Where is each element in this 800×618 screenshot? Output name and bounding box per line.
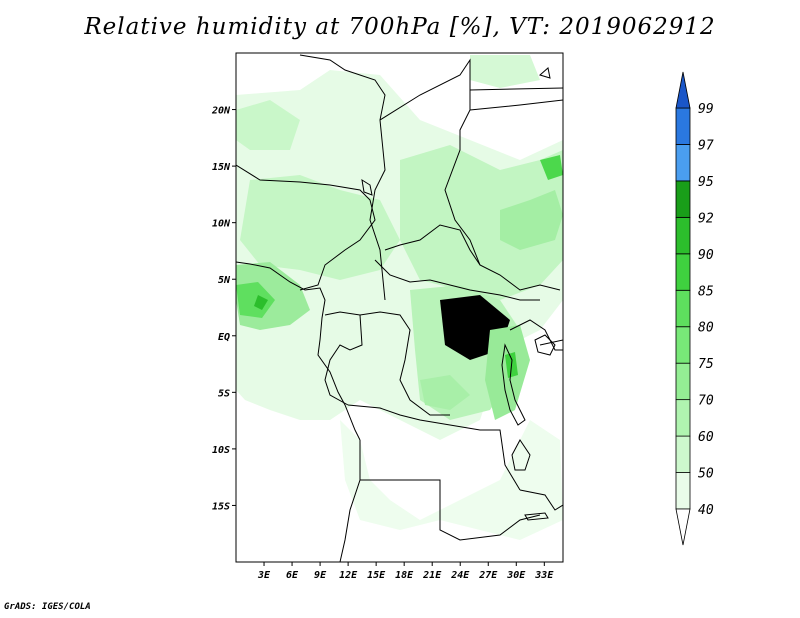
lon-tick-label: 3E [257,570,271,581]
colorbar-level-label: 70 [698,394,714,409]
latitude-axis: 20N 15N 10N 5N EQ 5S 10S 15S [211,106,236,512]
colorbar-box [675,144,691,182]
colorbar-box [675,107,691,145]
colorbar-level-label: 90 [698,248,714,263]
colorbar-box [675,326,691,364]
colorbar-level-label: 97 [698,138,714,153]
lat-tick-label: EQ [218,332,230,343]
colorbar-box [675,216,691,255]
colorbar-level-label: 85 [698,284,714,299]
colorbar-level-label: 99 [698,102,714,117]
colorbar-box [675,289,691,328]
colorbar-level-label: 60 [698,430,714,445]
grads-credit: GrADS: IGES/COLA [4,602,91,612]
lon-tick-label: 24E [450,570,470,581]
colorbar-box [675,362,691,401]
lat-tick-label: 10N [212,219,231,230]
lon-tick-label: 33E [534,570,554,581]
lon-tick-label: 21E [422,570,442,581]
lat-tick-label: 5N [218,275,231,286]
lon-tick-label: 30E [506,570,526,581]
colorbar-box [675,399,691,437]
lat-tick-label: 15S [212,501,230,512]
colorbar-box [675,253,691,291]
lon-tick-label: 15E [367,570,386,581]
colorbar-legend: 40 50 60 70 75 80 85 90 92 95 97 99 [675,71,714,546]
colorbar-low-arrow [675,508,691,546]
colorbar-level-label: 95 [698,175,714,190]
country-boundaries [236,54,563,562]
colorbar-high-arrow [675,71,691,109]
lon-tick-label: 27E [478,570,498,581]
lat-tick-label: 5S [218,388,230,399]
lat-tick-label: 10S [212,445,230,456]
colorbar-box [675,180,691,218]
colorbar-level-label: 80 [698,321,714,336]
colorbar-box [675,435,691,473]
colorbar-level-label: 75 [698,357,714,372]
lon-tick-label: 6E [286,570,299,581]
humidity-field [236,53,563,562]
colorbar-level-label: 92 [698,211,714,226]
colorbar-box [675,472,691,510]
lat-tick-label: 15N [212,162,231,173]
longitude-axis: 3E 6E 9E 12E 15E 18E 21E 24E 27E 30E 33E [257,562,554,581]
lon-tick-label: 18E [395,570,414,581]
colorbar-level-label: 40 [698,503,714,518]
lon-tick-label: 12E [339,570,358,581]
chart-title: Relative humidity at 700hPa [%], VT: 201… [84,14,716,40]
map-frame [235,52,564,563]
colorbar-level-label: 50 [698,467,714,482]
lon-tick-label: 9E [314,570,327,581]
lat-tick-label: 20N [211,106,231,117]
